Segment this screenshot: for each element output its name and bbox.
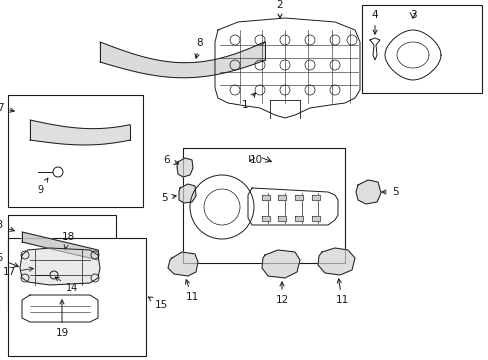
Polygon shape: [22, 232, 98, 260]
Text: 16: 16: [0, 253, 19, 267]
Text: 6: 6: [163, 155, 178, 165]
Polygon shape: [294, 216, 303, 221]
Polygon shape: [100, 42, 264, 78]
Text: 7: 7: [0, 103, 14, 113]
Text: 5: 5: [161, 193, 176, 203]
Text: 2: 2: [276, 0, 283, 18]
Text: 13: 13: [0, 220, 14, 231]
Text: 1: 1: [241, 93, 255, 110]
Polygon shape: [311, 195, 319, 200]
Polygon shape: [355, 180, 380, 204]
Text: 14: 14: [55, 277, 78, 293]
Text: 9: 9: [37, 178, 48, 195]
Polygon shape: [179, 184, 196, 203]
Polygon shape: [168, 252, 198, 276]
Polygon shape: [278, 195, 285, 200]
Text: 10: 10: [249, 155, 262, 165]
Polygon shape: [20, 248, 100, 285]
Polygon shape: [30, 120, 130, 145]
Polygon shape: [177, 158, 193, 177]
Polygon shape: [262, 216, 269, 221]
Text: 18: 18: [61, 232, 75, 249]
Text: 17: 17: [3, 267, 33, 277]
Text: 5: 5: [381, 187, 398, 197]
Polygon shape: [311, 216, 319, 221]
Polygon shape: [317, 248, 354, 275]
Bar: [8, 95, 142, 207]
Text: 3: 3: [409, 10, 415, 20]
Text: 12: 12: [275, 282, 288, 305]
Bar: [8, 238, 146, 356]
Text: 4: 4: [371, 10, 378, 34]
Text: 11: 11: [335, 279, 348, 305]
Polygon shape: [278, 216, 285, 221]
Bar: [8, 215, 116, 310]
Bar: [361, 5, 481, 93]
Polygon shape: [262, 195, 269, 200]
Polygon shape: [294, 195, 303, 200]
Text: 11: 11: [185, 280, 198, 302]
Text: 19: 19: [55, 300, 68, 338]
Text: 15: 15: [148, 297, 168, 310]
Polygon shape: [262, 250, 299, 278]
Bar: [183, 148, 345, 263]
Text: 8: 8: [195, 38, 203, 58]
